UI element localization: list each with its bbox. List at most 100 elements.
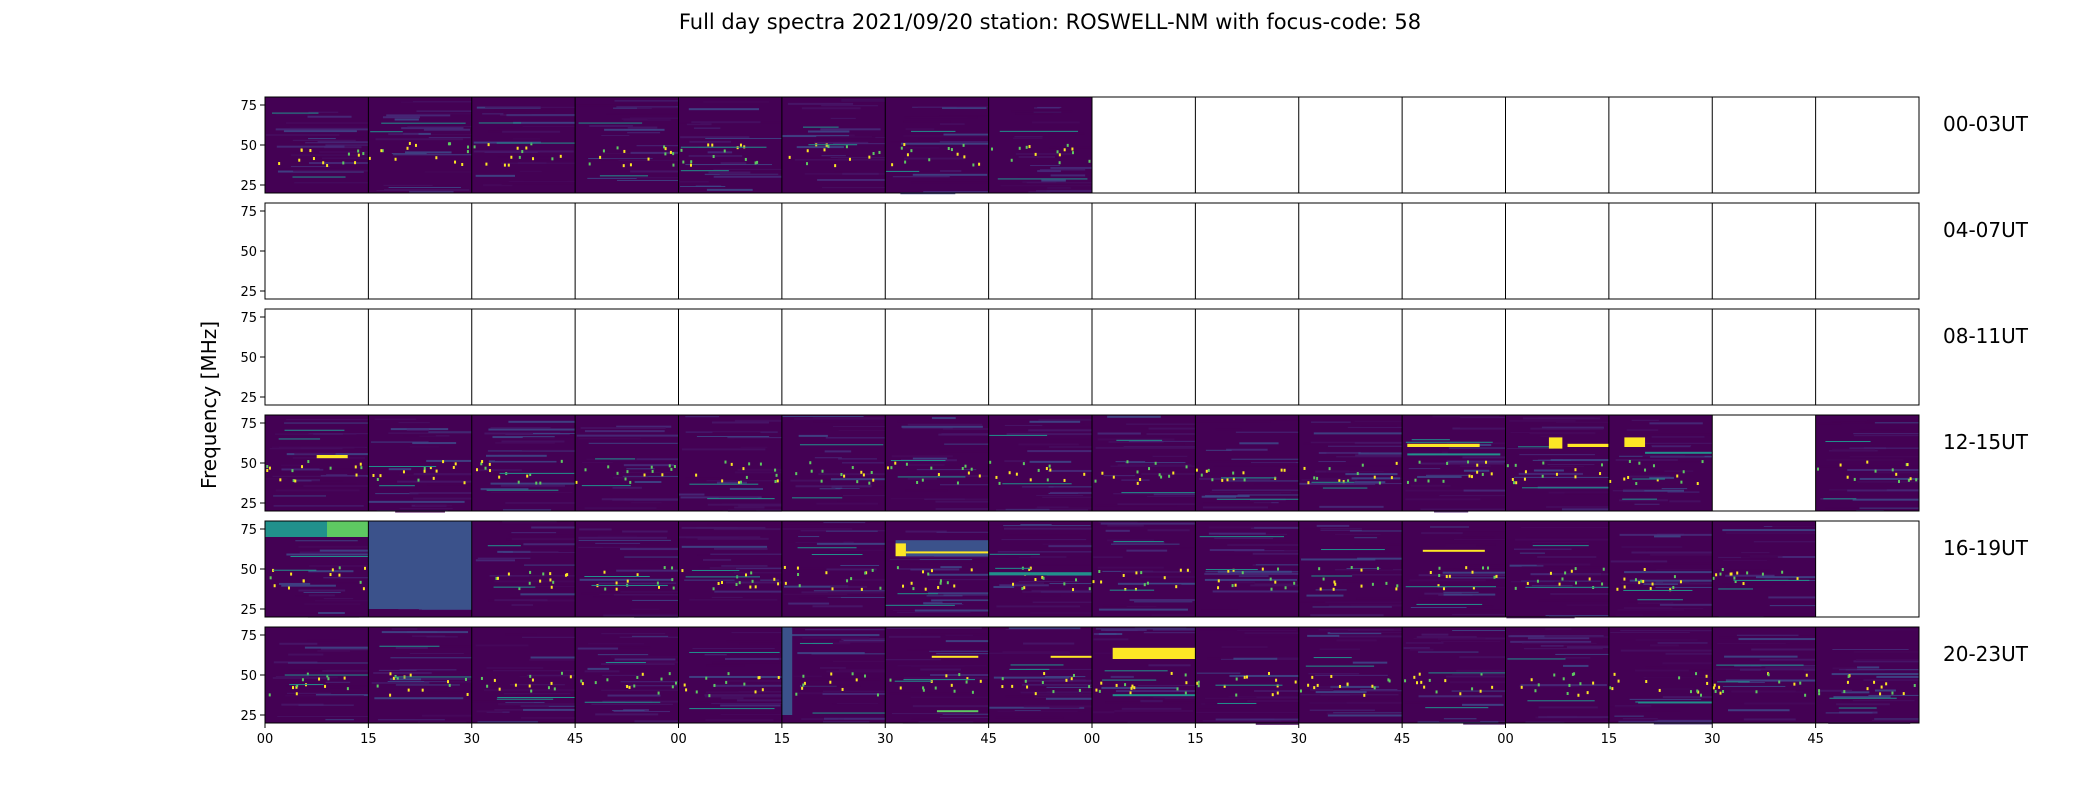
noise-streak [1619,499,1668,502]
teal-line [1217,702,1257,704]
noise-streak [275,114,310,116]
noise-streak [914,145,989,147]
noise-streak [1759,658,1816,661]
bright-dot [695,690,698,694]
bright-dot [1143,583,1146,587]
rfi-feature [895,540,989,557]
bright-dot [347,152,350,156]
noise-streak [601,633,666,635]
noise-streak [1621,582,1713,584]
noise-streak [827,591,886,593]
bright-dot [1371,684,1374,688]
noise-streak [1003,525,1091,527]
teal-line [792,497,843,499]
noise-streak [486,469,517,471]
bright-dot [1628,459,1631,463]
noise-streak [398,422,430,424]
noise-streak [1147,529,1190,532]
noise-streak [1408,468,1441,470]
bright-dot [1722,690,1725,694]
noise-streak [1520,580,1601,582]
bright-dot [965,680,968,684]
teal-line [797,547,857,549]
panel-empty [781,203,886,299]
spectrum-panel-00-03UT-1 [368,97,472,193]
noise-streak [1000,185,1092,187]
noise-streak [383,184,433,186]
noise-streak [308,483,357,486]
teal-line [1104,670,1168,672]
noise-streak [1555,421,1609,423]
noise-streak [679,181,709,183]
noise-streak [1436,455,1462,457]
teal-line [1010,664,1064,666]
noise-streak [689,675,782,678]
bright-dot [1217,586,1220,590]
noise-streak [833,660,886,662]
bright-dot [761,688,764,692]
bright-dot [480,462,483,466]
noise-streak [816,502,879,505]
noise-streak [1126,549,1168,552]
bright-dot [507,163,510,167]
noise-streak [1523,642,1597,644]
noise-streak [588,158,653,160]
bright-dot [435,469,438,473]
bright-dot [1115,683,1118,687]
noise-streak [1770,555,1816,558]
bright-dot [1356,472,1359,476]
panel-empty [1195,97,1299,193]
noise-streak [707,503,782,506]
noise-streak [792,567,825,570]
spectrum-panel-08-11UT-9 [1195,309,1299,405]
noise-streak [1527,637,1590,640]
noise-streak [419,113,472,115]
bright-dot [758,676,761,680]
noise-streak [1004,460,1026,463]
teal-line [292,176,346,178]
noise-streak [938,177,989,180]
spectrum-panel-16-19UT-8 [1092,521,1196,617]
bright-dot [1136,470,1139,474]
noise-streak [1202,720,1282,722]
bright-dot [966,677,969,681]
bright-dot [841,687,844,691]
noise-streak [580,427,666,430]
noise-streak [1650,456,1713,458]
bright-dot [1634,578,1637,582]
bright-dot [1734,580,1737,584]
bright-dot [784,581,787,585]
bright-dot [616,146,619,150]
x-tick-label: 30 [1290,732,1307,747]
bright-dot [1071,151,1074,155]
bright-dot [1245,675,1248,679]
noise-streak [801,107,861,110]
noise-streak [1857,666,1880,669]
x-tick-label: 30 [1704,732,1721,747]
bright-dot [890,466,893,470]
noise-streak [1144,584,1182,587]
bright-dot [1072,673,1075,677]
spectrum-panel-20-23UT-1 [368,627,478,724]
noise-streak [1048,545,1092,548]
teal-line [689,651,780,653]
bright-dot [664,152,667,156]
bright-dot [749,585,752,589]
noise-streak [1336,456,1403,458]
noise-streak [1518,472,1583,475]
noise-streak [916,469,977,471]
noise-streak [308,570,354,573]
noise-streak [503,693,571,695]
bright-dot [1915,478,1918,482]
noise-streak [1346,568,1381,570]
bright-dot [1490,472,1493,476]
noise-streak [619,103,668,106]
noise-streak [940,486,989,488]
noise-streak [428,137,471,139]
bright-dot [1217,579,1220,583]
noise-streak [284,422,369,424]
noise-streak [576,434,679,437]
bright-dot [1574,567,1577,571]
noise-streak [1530,427,1604,430]
teal-line [497,696,589,698]
